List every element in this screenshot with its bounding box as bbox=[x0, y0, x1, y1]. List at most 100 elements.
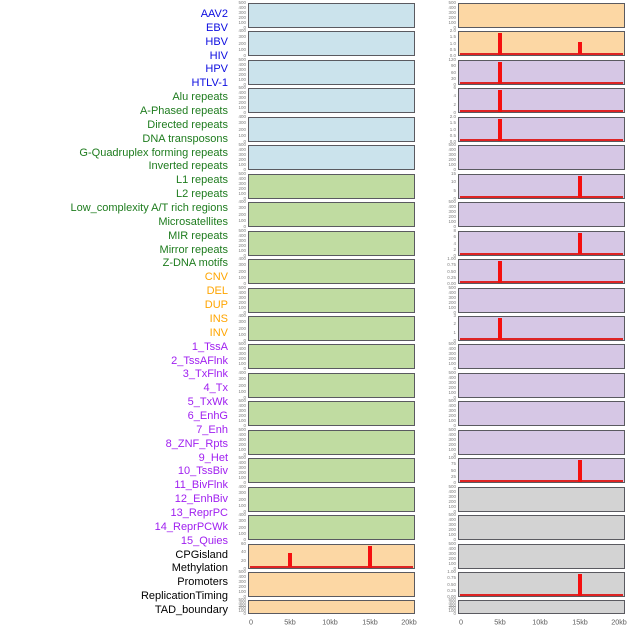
y-tick-label: 400 bbox=[238, 256, 246, 262]
y-tick-label: 400 bbox=[238, 290, 246, 296]
y-tick-label: 400 bbox=[238, 599, 246, 606]
y-tick-label: 0 bbox=[243, 253, 246, 259]
mini-plot-panel bbox=[248, 316, 415, 341]
row-label: 8_ZNF_Rpts bbox=[165, 437, 228, 450]
y-tick-label: 0 bbox=[243, 338, 246, 344]
y-tick-label: 500 bbox=[238, 57, 246, 63]
y-tick-label: 0 bbox=[453, 82, 456, 88]
x-tick-label: 5kb bbox=[284, 618, 296, 627]
y-tick-label: 500 bbox=[238, 0, 246, 6]
y-tick-label: 0 bbox=[453, 423, 456, 429]
row-label: 2_TssAFlnk bbox=[171, 354, 228, 367]
y-tick-label: 0.5 bbox=[449, 46, 456, 52]
mini-plot-panel bbox=[248, 31, 415, 56]
y-tick-label: 0.00 bbox=[447, 281, 456, 287]
y-tick-label: 100 bbox=[448, 162, 456, 168]
spike-bar bbox=[578, 175, 583, 198]
y-tick-label: 500 bbox=[238, 427, 246, 433]
mini-plot-panel bbox=[458, 344, 625, 369]
mini-plot-panel bbox=[458, 174, 625, 199]
y-tick-label: 0 bbox=[453, 253, 456, 259]
y-tick-label: 400 bbox=[448, 290, 456, 296]
y-tick-label: 400 bbox=[448, 403, 456, 409]
y-tick-label: 0.50 bbox=[447, 268, 456, 274]
y-tick-label: 300 bbox=[238, 408, 246, 414]
y-tick-label: 400 bbox=[448, 599, 456, 606]
y-tick-label: 400 bbox=[238, 512, 246, 518]
mini-plot-panel bbox=[248, 487, 415, 512]
y-tick-label: 400 bbox=[238, 199, 246, 205]
row-label: DEL bbox=[206, 285, 228, 298]
y-tick-label: 500 bbox=[448, 0, 456, 6]
y-tick-label: 0 bbox=[453, 611, 456, 617]
y-tick-label: 400 bbox=[238, 176, 246, 182]
baseline-line bbox=[460, 280, 623, 283]
y-tick-label: 400 bbox=[238, 346, 246, 352]
y-tick-label: 300 bbox=[238, 490, 246, 496]
y-tick-label: 0 bbox=[243, 611, 246, 617]
y-tick-label: 400 bbox=[448, 5, 456, 11]
y-tick-label: 100 bbox=[238, 388, 246, 394]
y-tick-label: 200 bbox=[448, 527, 456, 533]
y-tick-label: 300 bbox=[448, 380, 456, 386]
y-tick-label: 500 bbox=[238, 171, 246, 177]
y-tick-label: 4 bbox=[453, 93, 456, 99]
y-tick-label: 300 bbox=[448, 209, 456, 215]
y-tick-label: 0.25 bbox=[447, 587, 456, 593]
y-tick-label: 400 bbox=[238, 460, 246, 466]
x-tick-label: 0 bbox=[458, 618, 463, 627]
y-tick-label: 300 bbox=[448, 522, 456, 528]
y-tick-label: 400 bbox=[448, 147, 456, 153]
mini-plot-panel bbox=[248, 373, 415, 398]
y-tick-label: 300 bbox=[238, 205, 246, 211]
row-label: 3_TxFlnk bbox=[182, 368, 228, 381]
y-tick-label: 300 bbox=[238, 238, 246, 244]
y-tick-label: 500 bbox=[448, 398, 456, 404]
y-tick-label: 200 bbox=[448, 499, 456, 505]
y-tick-label: 0 bbox=[453, 566, 456, 572]
y-tick-label: 100 bbox=[238, 589, 246, 595]
row-label: 10_TssBiv bbox=[177, 465, 228, 478]
y-tick-label: 200 bbox=[238, 442, 246, 448]
y-tick-label: 300 bbox=[238, 34, 246, 40]
row-label: L1 repeats bbox=[176, 174, 228, 187]
y-tick-label: 300 bbox=[238, 181, 246, 187]
y-tick-label: 500 bbox=[448, 597, 456, 603]
mini-plot-panel bbox=[248, 202, 415, 227]
mini-plot-panel bbox=[458, 117, 625, 142]
y-tick-label: 60 bbox=[241, 541, 246, 547]
y-tick-label: 0 bbox=[453, 537, 456, 543]
mini-plot-panel bbox=[248, 3, 415, 28]
y-tick-label: 200 bbox=[238, 584, 246, 590]
y-tick-label: 200 bbox=[238, 382, 246, 388]
row-label: Low_complexity A/T rich regions bbox=[70, 202, 228, 215]
y-tick-label: 400 bbox=[238, 403, 246, 409]
y-tick-label: 0 bbox=[243, 281, 246, 287]
y-tick-label: 500 bbox=[238, 285, 246, 291]
y-tick-label: 500 bbox=[448, 341, 456, 347]
y-tick-label: 300 bbox=[448, 10, 456, 16]
y-tick-label: 2.0 bbox=[449, 28, 456, 34]
y-tick-label: 500 bbox=[448, 285, 456, 291]
mini-plot-panel bbox=[248, 60, 415, 85]
y-tick-label: 0.50 bbox=[447, 581, 456, 587]
y-tick-label: 100 bbox=[448, 219, 456, 225]
row-label: Inverted repeats bbox=[148, 160, 229, 173]
y-tick-label: 1.00 bbox=[447, 569, 456, 575]
y-tick-label: 100 bbox=[238, 418, 246, 424]
y-tick-label: 0 bbox=[243, 395, 246, 401]
row-label: 6_EnhG bbox=[187, 409, 228, 422]
y-tick-label: 1.00 bbox=[447, 256, 456, 262]
y-tick-label: 10 bbox=[451, 179, 456, 185]
y-tick-label: 100 bbox=[238, 217, 246, 223]
y-tick-label: 400 bbox=[238, 313, 246, 319]
y-tick-label: 200 bbox=[448, 556, 456, 562]
y-tick-label: 0 bbox=[453, 110, 456, 116]
row-label: A-Phased repeats bbox=[139, 105, 228, 118]
row-label: Mirror repeats bbox=[159, 243, 228, 256]
y-tick-label: 200 bbox=[238, 605, 246, 611]
baseline-line bbox=[460, 52, 623, 55]
y-tick-label: 0 bbox=[243, 480, 246, 486]
y-tick-label: 0 bbox=[453, 338, 456, 344]
y-tick-label: 100 bbox=[238, 191, 246, 197]
